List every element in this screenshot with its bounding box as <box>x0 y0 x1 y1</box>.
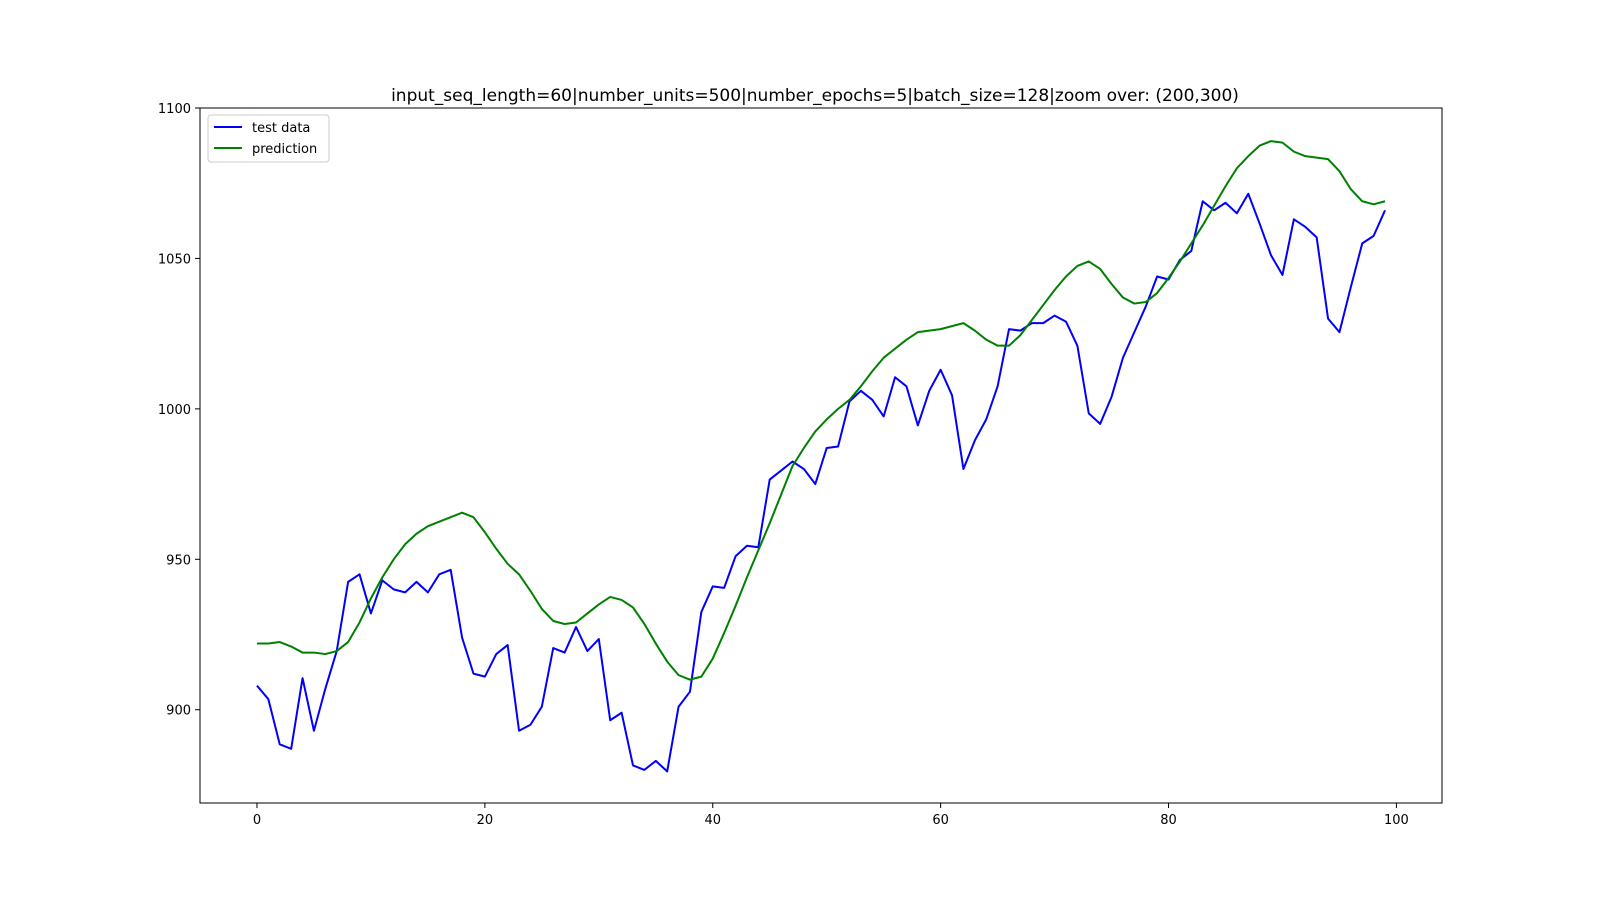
series-layer <box>256 140 1386 773</box>
legend-label-prediction: prediction <box>252 142 317 157</box>
legend: test data prediction <box>207 114 330 163</box>
x-axis: 0 20 40 60 80 100 <box>253 803 1409 828</box>
y-tick-label: 1050 <box>158 252 191 267</box>
y-tick-label: 900 <box>166 704 191 719</box>
legend-label-test-data: test data <box>252 121 310 136</box>
x-tick-label: 80 <box>1160 813 1177 828</box>
x-tick-label: 60 <box>932 813 949 828</box>
series-line-prediction <box>256 140 1386 681</box>
x-tick-label: 20 <box>477 813 494 828</box>
chart-title: input_seq_length=60|number_units=500|num… <box>391 86 1239 106</box>
x-tick-label: 40 <box>704 813 721 828</box>
plot-frame <box>199 107 1443 804</box>
y-tick-label: 1100 <box>158 102 191 117</box>
y-axis: 900 950 1000 1050 1100 <box>158 102 200 719</box>
y-tick-label: 1000 <box>158 403 191 418</box>
series-line-test-data <box>256 192 1386 773</box>
x-tick-label: 100 <box>1384 813 1409 828</box>
x-tick-label: 0 <box>253 813 261 828</box>
y-tick-label: 950 <box>166 553 191 568</box>
